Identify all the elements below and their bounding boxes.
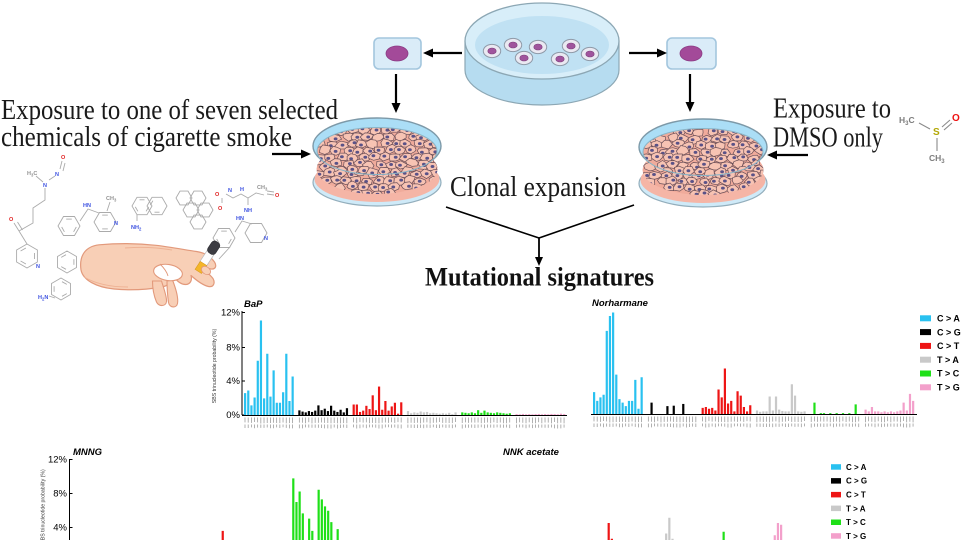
svg-text:C > A: C > A bbox=[846, 463, 867, 472]
svg-text:Exposure to one of seven selec: Exposure to one of seven selected bbox=[1, 95, 338, 126]
svg-text:4%: 4% bbox=[226, 376, 240, 387]
svg-text:4%: 4% bbox=[53, 523, 67, 534]
svg-text:N: N bbox=[36, 264, 40, 270]
svg-text:CH3: CH3 bbox=[929, 153, 945, 165]
svg-text:N: N bbox=[264, 236, 268, 242]
svg-text:Norharmane: Norharmane bbox=[592, 298, 649, 309]
svg-text:H3C: H3C bbox=[899, 115, 915, 127]
svg-text:C > T: C > T bbox=[937, 341, 960, 351]
svg-text:O: O bbox=[952, 113, 960, 124]
svg-text:H3C: H3C bbox=[27, 171, 37, 177]
svg-text:chemicals of cigarette smoke: chemicals of cigarette smoke bbox=[1, 122, 292, 153]
svg-text:O: O bbox=[275, 193, 280, 199]
svg-text:N: N bbox=[228, 188, 232, 194]
svg-text:8%: 8% bbox=[53, 489, 67, 500]
svg-text:N: N bbox=[43, 183, 47, 189]
svg-text:NNK acetate: NNK acetate bbox=[503, 447, 560, 458]
svg-text:HN: HN bbox=[83, 203, 91, 209]
svg-text:T > G: T > G bbox=[937, 383, 960, 393]
svg-text:T > C: T > C bbox=[846, 518, 866, 527]
svg-text:CH3: CH3 bbox=[257, 185, 268, 191]
svg-text:O: O bbox=[218, 206, 223, 212]
svg-text:SBS trinucleotide probability: SBS trinucleotide probability (%) bbox=[212, 329, 218, 404]
svg-text:C > A: C > A bbox=[937, 314, 960, 324]
svg-text:H2N: H2N bbox=[38, 295, 48, 301]
svg-text:O: O bbox=[61, 155, 66, 161]
svg-text:C > T: C > T bbox=[846, 491, 866, 500]
svg-text:12%: 12% bbox=[221, 308, 241, 319]
svg-text:O: O bbox=[9, 217, 14, 223]
svg-text:HN: HN bbox=[236, 216, 244, 222]
svg-text:Exposure to: Exposure to bbox=[773, 94, 891, 125]
svg-text:0%: 0% bbox=[226, 410, 240, 421]
svg-text:H: H bbox=[240, 187, 244, 193]
svg-text:T > A: T > A bbox=[937, 355, 959, 365]
svg-text:8%: 8% bbox=[226, 343, 240, 354]
svg-text:DMSO only: DMSO only bbox=[773, 123, 884, 154]
svg-text:Mutational signatures: Mutational signatures bbox=[425, 263, 654, 292]
svg-text:N: N bbox=[55, 172, 59, 178]
svg-text:C > G: C > G bbox=[846, 477, 867, 486]
svg-text:NH2: NH2 bbox=[131, 225, 142, 231]
svg-text:T > G: T > G bbox=[846, 532, 866, 540]
svg-text:BaP: BaP bbox=[244, 299, 263, 310]
svg-text:MNNG: MNNG bbox=[73, 447, 103, 458]
svg-text:S: S bbox=[933, 127, 940, 138]
svg-text:N: N bbox=[114, 221, 118, 227]
svg-text:Clonal expansion: Clonal expansion bbox=[450, 172, 626, 203]
svg-text:O: O bbox=[215, 192, 220, 198]
svg-text:T > A: T > A bbox=[846, 504, 866, 513]
svg-text:NH: NH bbox=[244, 208, 252, 214]
svg-text:CH3: CH3 bbox=[106, 196, 117, 202]
svg-text:12%: 12% bbox=[48, 455, 68, 466]
svg-text:T > C: T > C bbox=[937, 369, 960, 379]
svg-text:C > G: C > G bbox=[937, 327, 961, 337]
svg-text:SBS trinucleotide probability: SBS trinucleotide probability (%) bbox=[41, 469, 47, 540]
